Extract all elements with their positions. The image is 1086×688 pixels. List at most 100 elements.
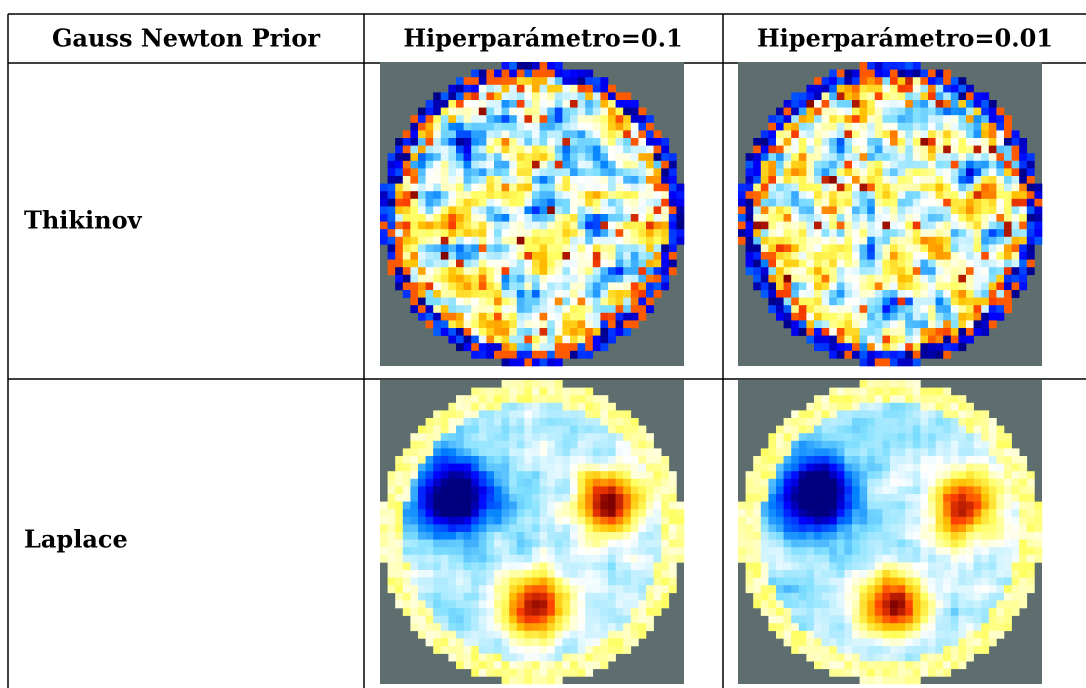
- image-pixel: [821, 259, 830, 268]
- image-pixel: [859, 267, 868, 276]
- image-pixel: [1011, 282, 1020, 291]
- image-pixel: [623, 646, 632, 654]
- image-pixel: [814, 425, 822, 434]
- image-pixel: [912, 153, 921, 162]
- image-pixel: [928, 539, 936, 548]
- image-pixel: [966, 160, 974, 169]
- image-pixel: [776, 115, 784, 124]
- image-pixel: [380, 509, 388, 518]
- image-pixel: [973, 524, 982, 533]
- image-pixel: [539, 191, 548, 200]
- image-pixel: [935, 168, 944, 177]
- image-pixel: [890, 236, 898, 245]
- image-pixel: [478, 615, 487, 624]
- image-pixel: [912, 524, 921, 533]
- image-pixel: [745, 532, 754, 540]
- image-pixel: [623, 448, 632, 457]
- image-pixel: [524, 214, 533, 222]
- image-pixel: [592, 252, 601, 260]
- image-pixel: [981, 486, 990, 495]
- image-pixel: [516, 440, 525, 449]
- image-pixel: [661, 463, 670, 472]
- image-pixel: [768, 229, 777, 238]
- image-pixel: [440, 509, 449, 518]
- image-pixel: [912, 623, 921, 632]
- image-pixel: [448, 176, 457, 184]
- image-pixel: [882, 92, 891, 101]
- image-pixel: [501, 623, 510, 632]
- image-pixel: [859, 100, 868, 108]
- image-pixel: [486, 84, 495, 93]
- image-pixel: [958, 608, 967, 616]
- image-pixel: [890, 343, 898, 352]
- image-pixel: [905, 380, 914, 388]
- image-pixel: [760, 539, 769, 548]
- image-pixel: [912, 267, 921, 276]
- image-pixel: [814, 410, 822, 419]
- image-pixel: [928, 335, 936, 344]
- image-pixel: [661, 585, 670, 594]
- image-pixel: [738, 206, 746, 215]
- image-pixel: [950, 267, 959, 276]
- image-pixel: [433, 623, 442, 632]
- image-pixel: [402, 221, 411, 230]
- image-pixel: [623, 312, 632, 321]
- image-pixel: [570, 259, 578, 268]
- image-pixel: [996, 562, 1005, 571]
- image-pixel: [676, 509, 685, 518]
- image-pixel: [486, 335, 495, 344]
- image-pixel: [783, 274, 792, 283]
- image-pixel: [958, 486, 967, 495]
- image-pixel: [554, 410, 563, 419]
- image-pixel: [448, 638, 457, 647]
- image-pixel: [623, 615, 632, 624]
- image-pixel: [966, 183, 974, 192]
- image-pixel: [935, 122, 944, 131]
- image-pixel: [783, 494, 792, 502]
- image-pixel: [463, 653, 472, 662]
- image-pixel: [829, 448, 838, 457]
- image-pixel: [1019, 570, 1028, 578]
- image-pixel: [524, 335, 533, 344]
- image-pixel: [768, 153, 777, 162]
- image-pixel: [890, 312, 898, 321]
- image-pixel: [912, 585, 921, 594]
- image-pixel: [768, 516, 777, 525]
- image-pixel: [935, 532, 944, 540]
- image-pixel: [768, 198, 777, 207]
- image-pixel: [783, 191, 792, 200]
- image-pixel: [440, 524, 449, 533]
- image-pixel: [539, 562, 548, 571]
- image-pixel: [882, 320, 891, 329]
- image-pixel: [821, 84, 830, 93]
- image-pixel: [425, 608, 434, 616]
- image-pixel: [1004, 608, 1012, 616]
- image-pixel: [554, 320, 563, 329]
- image-pixel: [562, 456, 571, 464]
- image-pixel: [950, 623, 959, 632]
- image-pixel: [494, 282, 502, 291]
- image-pixel: [935, 486, 944, 495]
- image-pixel: [592, 198, 601, 207]
- image-pixel: [1004, 600, 1012, 609]
- image-pixel: [630, 516, 639, 525]
- image-pixel: [562, 221, 571, 230]
- image-pixel: [456, 509, 464, 518]
- image-pixel: [821, 638, 830, 647]
- image-pixel: [783, 615, 792, 624]
- image-pixel: [608, 585, 616, 594]
- image-pixel: [1019, 471, 1028, 480]
- image-pixel: [592, 638, 601, 647]
- image-pixel: [753, 206, 762, 215]
- image-pixel: [935, 191, 944, 200]
- image-pixel: [425, 638, 434, 647]
- image-pixel: [486, 244, 495, 253]
- image-pixel: [874, 646, 883, 654]
- image-pixel: [638, 608, 647, 616]
- image-pixel: [1004, 509, 1012, 518]
- image-pixel: [494, 191, 502, 200]
- image-pixel: [600, 92, 609, 101]
- image-pixel: [950, 418, 959, 426]
- image-pixel: [1026, 494, 1035, 502]
- image-pixel: [494, 259, 502, 268]
